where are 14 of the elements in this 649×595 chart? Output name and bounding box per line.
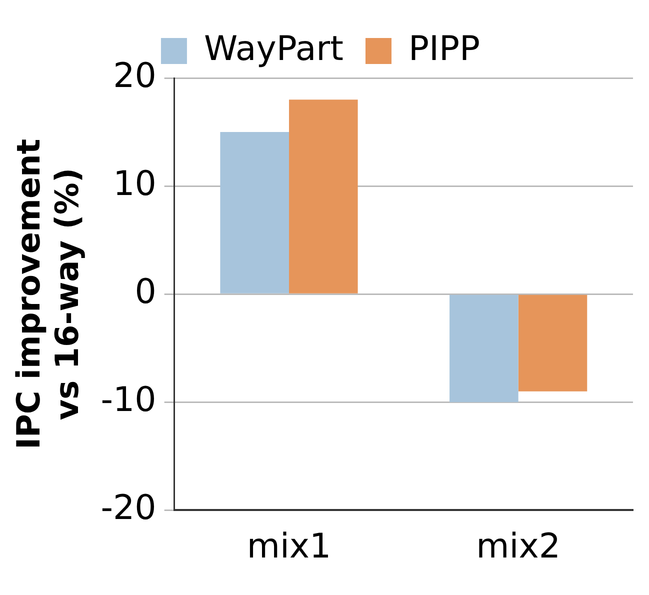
y-tick-label: -10 <box>100 380 156 420</box>
bar <box>450 294 518 402</box>
x-tick-label: mix2 <box>476 526 560 566</box>
legend-label: PIPP <box>408 28 480 69</box>
x-tick-label: mix1 <box>246 526 332 566</box>
y-tick-label: 0 <box>134 272 156 312</box>
legend-label: WayPart <box>204 28 344 69</box>
bar <box>518 294 588 392</box>
bar <box>220 132 289 294</box>
y-axis-title: IPC improvement vs 16-way (%) <box>10 138 86 450</box>
y-tick-label: 20 <box>113 56 156 96</box>
y-tick-label: 10 <box>113 164 156 204</box>
bar <box>289 100 358 294</box>
y-tick-label: -20 <box>100 488 156 528</box>
